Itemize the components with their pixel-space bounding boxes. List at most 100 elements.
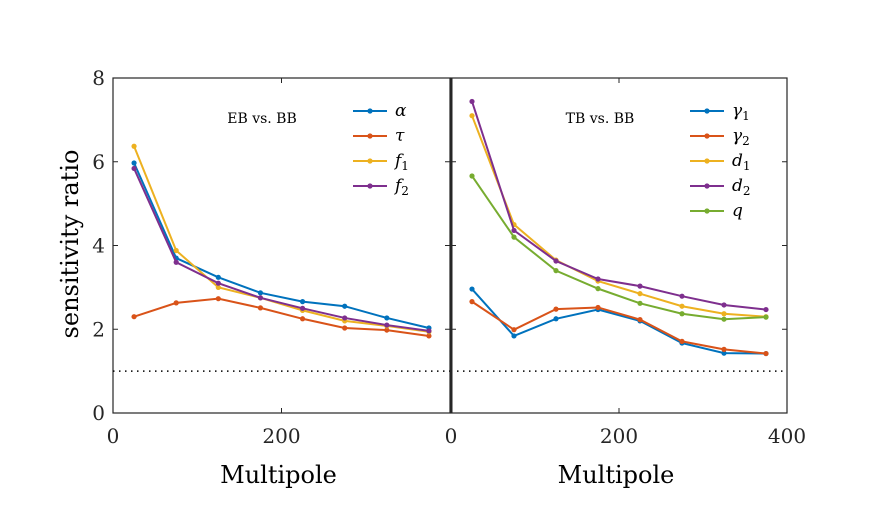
legend-label: γ1	[732, 101, 750, 123]
data-point	[637, 300, 643, 306]
data-point	[553, 306, 559, 312]
series-line	[133, 145, 430, 333]
data-point	[469, 173, 475, 179]
data-point	[384, 327, 390, 333]
data-point	[342, 315, 348, 321]
x-tick-label: 200	[262, 424, 300, 448]
series-line	[471, 115, 767, 318]
data-point	[131, 160, 137, 166]
data-point	[637, 317, 643, 323]
legend-marker	[367, 183, 373, 189]
data-point	[511, 333, 517, 339]
y-axis-label: sensitivity ratio	[56, 150, 84, 339]
data-point	[215, 274, 221, 280]
x-tick-label: 0	[445, 424, 458, 448]
legend-marker	[367, 108, 373, 114]
data-point	[763, 314, 769, 320]
y-tick-label: 2	[92, 317, 105, 341]
data-point	[511, 227, 517, 234]
data-point	[511, 234, 517, 240]
legend-marker	[367, 133, 373, 139]
data-point	[299, 305, 306, 311]
series-line	[133, 162, 430, 329]
data-point	[131, 165, 137, 172]
data-point	[215, 280, 221, 286]
series-line	[471, 101, 767, 311]
data-point	[131, 314, 137, 320]
series-line	[471, 300, 767, 355]
series-line	[471, 288, 767, 355]
legend-label: α	[395, 101, 407, 121]
data-point	[595, 276, 601, 282]
data-point	[553, 268, 559, 274]
legend-marker	[704, 133, 710, 139]
data-point	[426, 328, 432, 334]
data-point	[721, 346, 727, 352]
data-point	[384, 322, 390, 328]
data-point	[469, 299, 475, 305]
legend-label: f2	[393, 176, 409, 198]
data-point	[469, 286, 475, 292]
chart-panel-1: 0 200 0 2 4 6 8 EB vs. BB Multipole ατ f1 f2	[92, 66, 451, 489]
y-tick-label: 0	[92, 401, 105, 425]
data-point	[637, 283, 643, 289]
series-line	[133, 297, 430, 337]
data-point	[469, 113, 475, 119]
data-point	[173, 247, 179, 254]
data-point	[342, 303, 348, 309]
panel-title: EB vs. BB	[227, 111, 297, 127]
data-point	[215, 296, 221, 302]
x-axis-label: Multipole	[220, 461, 337, 489]
data-point	[637, 291, 643, 297]
data-point	[342, 325, 348, 331]
data-point	[384, 315, 390, 321]
data-point	[215, 284, 221, 290]
data-point	[763, 306, 769, 313]
data-point	[721, 311, 727, 317]
legend-label: γ2	[732, 126, 750, 148]
legend-label: d1	[732, 151, 751, 173]
series-line	[471, 175, 767, 321]
legend-marker	[704, 108, 710, 114]
data-point	[469, 98, 475, 105]
data-point	[299, 316, 306, 322]
series-line	[133, 168, 430, 332]
legend-label: f1	[393, 151, 409, 173]
y-tick-label: 6	[92, 150, 105, 174]
chart-panel-2: 0 200 400 TB vs. BB Multipole γ1 γ2 d1 d2 q	[445, 77, 806, 489]
data-point	[679, 311, 685, 317]
legend-label: τ	[395, 126, 405, 146]
legend-marker	[367, 158, 373, 164]
data-point	[553, 258, 559, 264]
x-tick-label: 400	[768, 424, 806, 448]
data-point	[679, 303, 685, 309]
legend-marker	[704, 208, 710, 214]
legend-marker	[704, 158, 710, 164]
x-axis-label: Multipole	[558, 461, 675, 489]
data-point	[679, 338, 685, 344]
data-point	[553, 316, 559, 322]
y-tick-label: 8	[92, 66, 105, 90]
legend-label: q	[732, 201, 743, 221]
data-point	[721, 350, 727, 356]
legend-marker	[704, 183, 710, 189]
panel-title: TB vs. BB	[566, 111, 635, 127]
data-point	[721, 302, 727, 308]
data-point	[257, 290, 264, 296]
data-point	[721, 316, 727, 322]
legend-label: d2	[732, 176, 751, 198]
data-point	[299, 299, 306, 305]
data-point	[679, 293, 685, 299]
data-point	[257, 295, 264, 301]
data-point	[131, 143, 137, 149]
data-point	[173, 300, 179, 306]
y-tick-label: 4	[92, 234, 105, 258]
data-point	[173, 259, 179, 265]
x-tick-label: 200	[600, 424, 638, 448]
data-point	[595, 304, 601, 311]
data-point	[257, 305, 264, 311]
data-point	[763, 350, 769, 357]
data-point	[511, 327, 517, 333]
x-tick-label: 0	[107, 424, 120, 448]
